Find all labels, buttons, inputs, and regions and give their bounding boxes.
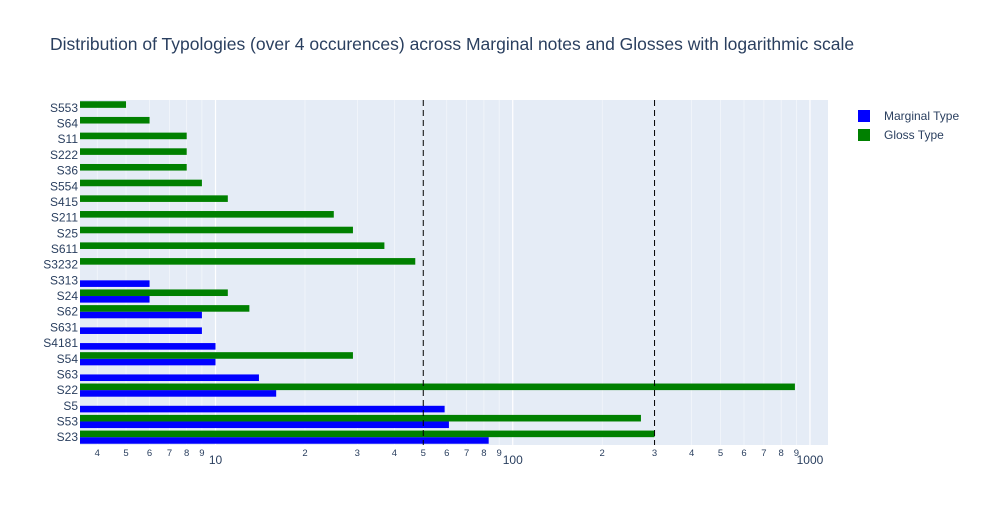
bar-marginal-s631 <box>80 327 202 334</box>
y-tick-label: S5 <box>63 399 78 413</box>
x-major-tick-label: 100 <box>503 453 523 467</box>
x-minor-tick-label: 2 <box>600 448 605 459</box>
x-minor-tick-label: 6 <box>147 448 152 459</box>
x-minor-tick-label: 4 <box>689 448 694 459</box>
x-minor-tick-label: 9 <box>794 448 799 459</box>
bar-gloss-s222 <box>80 148 187 155</box>
x-minor-tick-label: 3 <box>355 448 360 459</box>
x-minor-tick-label: 8 <box>779 448 784 459</box>
bar-gloss-s11 <box>80 132 187 140</box>
bar-gloss-s36 <box>80 163 187 171</box>
bar-gloss-s64 <box>80 116 150 124</box>
bar-gloss-s25 <box>80 226 353 234</box>
x-minor-tick-label: 8 <box>184 448 189 459</box>
y-tick-label: S611 <box>51 242 78 256</box>
x-minor-tick-label: 5 <box>421 448 426 459</box>
y-tick-label: S415 <box>50 195 78 209</box>
y-tick-label: S22 <box>57 383 79 397</box>
x-minor-tick-label: 9 <box>496 448 501 459</box>
y-tick-label: S11 <box>58 132 79 146</box>
y-tick-label: S63 <box>57 367 79 381</box>
x-minor-tick-label: 6 <box>741 448 746 459</box>
y-tick-label: S222 <box>50 148 78 162</box>
legend-label-gloss: Gloss Type <box>884 127 944 142</box>
x-minor-tick-label: 5 <box>718 448 723 459</box>
y-tick-label: S313 <box>50 273 78 287</box>
x-major-tick-label: 1000 <box>797 453 824 467</box>
bar-gloss-s22 <box>80 383 795 391</box>
y-tick-label: S553 <box>50 101 78 115</box>
y-tick-label: S554 <box>50 179 78 193</box>
bar-gloss-s23 <box>80 430 655 438</box>
x-minor-tick-label: 3 <box>652 448 657 459</box>
bar-marginal-s54 <box>80 358 216 366</box>
y-tick-label: S631 <box>50 320 78 334</box>
bar-marginal-s63 <box>80 374 259 382</box>
bar-marginal-s62 <box>80 311 202 319</box>
y-tick-label: S25 <box>57 226 79 240</box>
bar-gloss-s211 <box>80 211 334 218</box>
y-tick-label: S4181 <box>43 336 78 350</box>
y-tick-label: S24 <box>57 289 79 303</box>
bar-gloss-s24 <box>80 289 228 297</box>
y-tick-label: S54 <box>57 352 79 366</box>
x-major-tick-label: 10 <box>209 453 223 467</box>
y-tick-label: S62 <box>57 305 79 319</box>
bar-gloss-s53 <box>80 414 641 422</box>
bar-marginal-s5 <box>80 405 445 413</box>
legend-swatch-marginal <box>858 109 870 122</box>
y-tick-label: S3232 <box>43 258 78 272</box>
x-minor-tick-label: 9 <box>199 448 204 459</box>
x-minor-tick-label: 7 <box>761 448 766 459</box>
bar-gloss-s554 <box>80 179 202 187</box>
bar-gloss-s553 <box>80 101 127 108</box>
bar-marginal-s313 <box>80 280 150 287</box>
legend-label-marginal: Marginal Type <box>884 108 960 123</box>
bar-marginal-s4181 <box>80 343 216 350</box>
legend-item-marginal[interactable]: Marginal Type <box>858 106 959 125</box>
x-minor-tick-label: 2 <box>302 448 307 459</box>
x-minor-tick-label: 4 <box>392 448 397 459</box>
y-tick-label: S23 <box>57 430 79 444</box>
y-tick-label: S64 <box>57 117 79 131</box>
y-tick-label: S53 <box>57 414 79 428</box>
x-minor-tick-label: 5 <box>123 448 128 459</box>
bar-gloss-s611 <box>80 242 385 249</box>
x-minor-tick-label: 7 <box>464 448 469 459</box>
x-minor-tick-label: 8 <box>481 448 486 459</box>
x-minor-tick-label: 6 <box>444 448 449 459</box>
x-minor-tick-label: 7 <box>167 448 172 459</box>
x-minor-tick-label: 4 <box>95 448 100 459</box>
y-tick-label: S36 <box>57 164 79 178</box>
bar-marginal-s53 <box>80 421 449 429</box>
legend-item-gloss[interactable]: Gloss Type <box>858 125 959 144</box>
bar-gloss-s415 <box>80 195 228 202</box>
y-tick-label: S211 <box>51 211 78 225</box>
bar-gloss-s3232 <box>80 258 416 265</box>
legend: Marginal Type Gloss Type <box>858 106 959 144</box>
bar-gloss-s62 <box>80 305 250 312</box>
bar-gloss-s54 <box>80 352 353 359</box>
legend-swatch-gloss <box>858 128 870 141</box>
bar-marginal-s22 <box>80 390 277 397</box>
chart-title: Distribution of Typologies (over 4 occur… <box>50 34 855 54</box>
bar-marginal-s24 <box>80 296 150 303</box>
bar-marginal-s23 <box>80 437 489 444</box>
